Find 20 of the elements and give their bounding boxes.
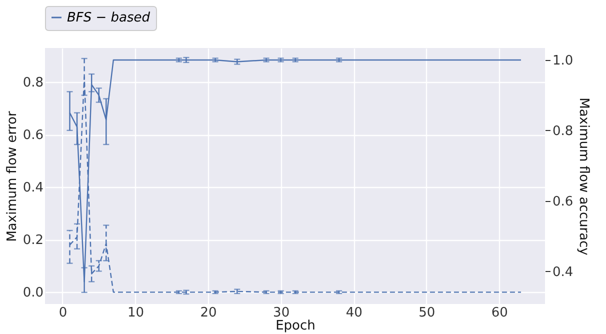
y-tick-label: 0.4: [22, 180, 44, 196]
y2-tick-label: 1.0: [552, 53, 574, 68]
x-axis-title: Epoch: [276, 318, 316, 334]
y2-tick-label: 0.4: [552, 264, 574, 280]
x-tick-label: 60: [491, 306, 508, 320]
x-tick-label: 30: [273, 306, 290, 320]
x-tick-label: 20: [200, 306, 217, 320]
x-tick-label: 0: [58, 306, 68, 320]
y-tick-label: 0.0: [22, 286, 44, 301]
y2-tick-label: 0.6: [552, 194, 574, 210]
x-tick-label: 10: [127, 306, 144, 320]
y2-axis-title: Maximum flow accuracy: [576, 98, 592, 256]
x-tick-label: 40: [346, 306, 362, 320]
y2-tick-label: 0.8: [552, 124, 574, 139]
x-tick-label: 50: [418, 306, 436, 320]
y-tick-label: 0.8: [22, 76, 44, 91]
y-tick-label: 0.6: [22, 128, 44, 144]
y-axis-title: Maximum flow error: [4, 110, 20, 242]
legend-label: BFS − based: [67, 10, 151, 26]
y-tick-label: 0.2: [22, 233, 44, 248]
